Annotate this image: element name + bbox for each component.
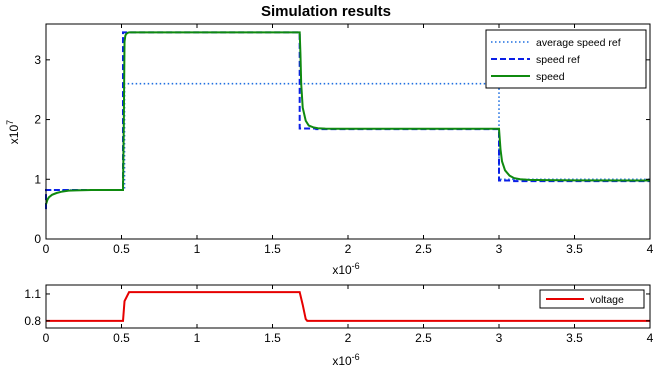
series-group bbox=[46, 291, 650, 322]
x-tick-label: 1.5 bbox=[264, 242, 281, 256]
x-axis-ticks: 0 0.5 1 1.5 2 2.5 3 3.5 4 bbox=[43, 24, 653, 256]
y-axis-ticks: 0 1 2 3 bbox=[34, 53, 650, 246]
x-tick-label: 1 bbox=[194, 242, 201, 256]
series-group bbox=[45, 31, 651, 210]
x-tick-label: 0 bbox=[43, 242, 50, 256]
y-tick-label: 0 bbox=[34, 232, 41, 246]
legend-label-average-speed-ref: average speed ref bbox=[536, 37, 621, 49]
legend-box bbox=[539, 289, 645, 309]
x-tick-label: 2 bbox=[345, 242, 352, 256]
legend-label-speed-ref: speed ref bbox=[536, 54, 580, 66]
x-tick-label: 0.5 bbox=[113, 242, 130, 256]
legend: voltage bbox=[539, 289, 645, 309]
chart-voltage: 0 0.5 1 1.5 2 2.5 3 3.5 4 0.8 1.1 x10-6 voltage bbox=[24, 284, 653, 368]
series-line-speed bbox=[45, 31, 651, 205]
x-tick-label: 3.5 bbox=[566, 331, 583, 345]
legend-label-voltage: voltage bbox=[590, 294, 624, 306]
x-tick-label: 3 bbox=[496, 331, 503, 345]
x-tick-label: 3.5 bbox=[566, 242, 583, 256]
y-tick-label: 1.1 bbox=[24, 287, 41, 301]
x-tick-label: 1.5 bbox=[264, 331, 281, 345]
y-tick-label: 1 bbox=[34, 172, 41, 186]
y-tick-label: 3 bbox=[34, 53, 41, 67]
y-tick-label: 2 bbox=[34, 113, 41, 127]
chart-title: Simulation results bbox=[261, 3, 391, 20]
x-axis-label: x10-6 bbox=[332, 352, 359, 368]
x-axis-label: x10-6 bbox=[332, 261, 359, 277]
x-tick-label: 4 bbox=[647, 242, 653, 256]
x-tick-label: 0 bbox=[43, 331, 50, 345]
x-tick-label: 2.5 bbox=[415, 242, 432, 256]
series-line-voltage bbox=[46, 291, 650, 322]
x-tick-label: 2 bbox=[345, 331, 352, 345]
x-axis-ticks: 0 0.5 1 1.5 2 2.5 3 3.5 4 bbox=[43, 285, 653, 345]
x-tick-label: 2.5 bbox=[415, 331, 432, 345]
chart-speed: Simulation results 0 0.5 1 1.5 2 2.5 3 3.5 4 0 1 2… bbox=[5, 3, 653, 277]
legend-label-speed: speed bbox=[536, 71, 565, 83]
y-axis-label: x107 bbox=[5, 120, 21, 144]
x-tick-label: 1 bbox=[194, 331, 201, 345]
x-tick-label: 3 bbox=[496, 242, 503, 256]
legend: average speed ref speed ref speed bbox=[485, 29, 647, 89]
series-line-average-speed-ref bbox=[46, 82, 650, 191]
y-tick-label: 0.8 bbox=[24, 314, 41, 328]
x-tick-label: 0.5 bbox=[113, 331, 130, 345]
x-tick-label: 4 bbox=[647, 331, 653, 345]
y-axis-ticks: 0.8 1.1 bbox=[24, 287, 650, 328]
